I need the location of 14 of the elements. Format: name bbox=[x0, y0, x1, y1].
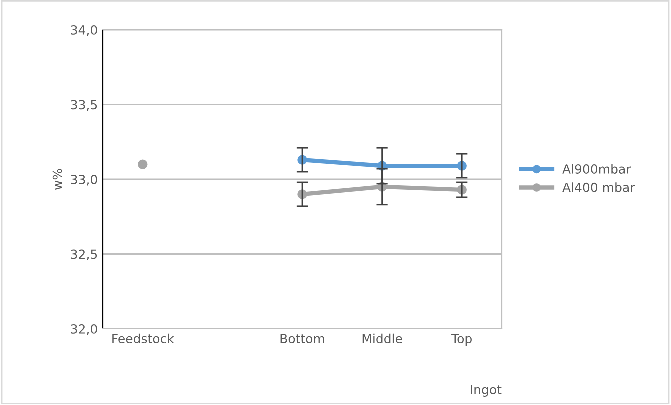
y-axis-title: w% bbox=[52, 169, 62, 190]
y-tick-label: 34,0 bbox=[71, 25, 98, 36]
x-tick-label: Top bbox=[452, 334, 472, 346]
x-tick-label: Middle bbox=[362, 334, 402, 344]
legend-label: Al900mbar bbox=[562, 164, 632, 174]
point bbox=[138, 160, 148, 170]
x-tick-label: Feedstock bbox=[112, 334, 174, 344]
y-tick-label: 33,0 bbox=[71, 174, 98, 186]
y-tick-label: 32,5 bbox=[71, 250, 98, 260]
y-tick-label: 33,5 bbox=[71, 100, 98, 111]
legend-label: Al400 mbar bbox=[562, 182, 636, 192]
x-tick-label: Bottom bbox=[280, 334, 324, 344]
y-tick-label: 32,0 bbox=[71, 324, 98, 336]
x-axis-title: Ingot bbox=[471, 385, 502, 397]
